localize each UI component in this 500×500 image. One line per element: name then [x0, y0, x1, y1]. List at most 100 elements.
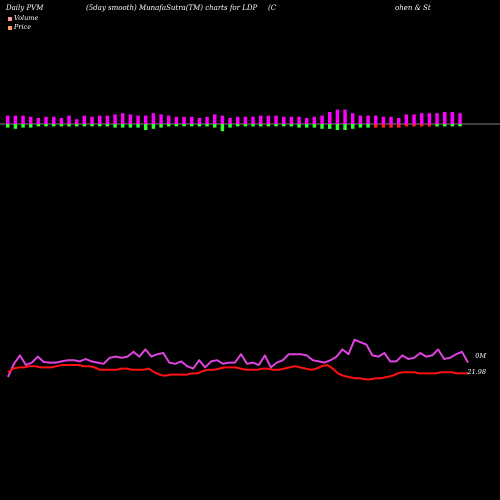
pvm-bar-up: [320, 115, 324, 124]
pvm-bar-down: [397, 124, 401, 128]
pvm-bar-up: [44, 116, 48, 124]
pvm-bar-down: [458, 124, 462, 127]
pvm-bar-down: [98, 124, 102, 127]
chart-header-left: Daily PVM: [6, 4, 44, 12]
pvm-bar-up: [366, 115, 370, 124]
pvm-bar-up: [443, 112, 447, 124]
pvm-bar-up: [144, 115, 148, 124]
pvm-bar-down: [136, 124, 140, 128]
pvm-bar-down: [151, 124, 156, 129]
pvm-bar-up: [305, 118, 309, 124]
pvm-bar-up: [259, 115, 263, 124]
pvm-bar-down: [443, 124, 447, 127]
pvm-bar-up: [197, 118, 202, 124]
legend-entry-price: Price: [8, 23, 38, 32]
pvm-bar-up: [6, 115, 10, 124]
pvm-bar-up: [174, 116, 179, 124]
pvm-bar-down: [358, 124, 363, 128]
pvm-bar-down: [328, 124, 332, 129]
pvm-bar-down: [105, 124, 110, 127]
pvm-bar-down: [282, 124, 286, 127]
pvm-bar-down: [412, 124, 416, 127]
pvm-bar-down: [167, 124, 171, 127]
pvm-bar-down: [36, 124, 41, 127]
pvm-bar-down: [427, 124, 432, 127]
pvm-bar-up: [136, 115, 140, 124]
pvm-bar-up: [21, 115, 25, 124]
pvm-bar-down: [259, 124, 263, 127]
pvm-bar-down: [82, 124, 87, 127]
pvm-bar-down: [159, 124, 163, 128]
pvm-bar-up: [151, 113, 156, 124]
pvm-bar-down: [420, 124, 424, 127]
pvm-bar-up: [328, 112, 332, 124]
pvm-bar-down: [374, 124, 378, 128]
pvm-bar-down: [144, 124, 148, 130]
pvm-bar-up: [435, 113, 439, 124]
pvm-bar-down: [220, 124, 225, 132]
pvm-bar-down: [90, 124, 94, 127]
pvm-bar-down: [351, 124, 355, 129]
pvm-bar-down: [236, 124, 240, 127]
pvm-bar-up: [82, 115, 87, 124]
pvm-bar-up: [389, 116, 393, 124]
pvm-bar-up: [190, 116, 194, 124]
pvm-bar-up: [67, 115, 71, 124]
legend-label-volume: Volume: [14, 14, 39, 22]
pvm-bar-up: [59, 118, 64, 124]
pvm-bar-down: [305, 124, 309, 128]
pvm-bar-up: [205, 116, 209, 124]
volume-line: [7, 338, 469, 378]
pvm-bar-up: [29, 116, 33, 124]
pvm-bar-down: [312, 124, 317, 128]
pvm-bar-up: [397, 118, 401, 124]
pvm-bar-down: [320, 124, 324, 129]
pvm-bar-up: [412, 114, 416, 124]
pvm-bar-down: [404, 124, 409, 127]
pvm-bar-down: [44, 124, 48, 127]
legend-swatch-volume: [8, 16, 12, 21]
pvm-bar-down: [335, 124, 340, 130]
pvm-bar-up: [274, 115, 278, 124]
pvm-bar-up: [458, 113, 462, 124]
pvm-bar-down: [289, 124, 294, 127]
pvm-bar-down: [343, 124, 347, 130]
chart-header-title: (5day smooth) MunafaSutra(TM) charts for…: [86, 4, 258, 12]
legend-swatch-price: [8, 25, 12, 30]
pvm-bar-down: [274, 124, 278, 127]
pvm-bar-down: [297, 124, 301, 128]
pvm-bar-down: [121, 124, 125, 128]
pvm-bar-up: [381, 116, 386, 124]
pvm-bar-up: [243, 116, 248, 124]
pvm-bar-up: [167, 115, 171, 124]
pvm-bar-down: [243, 124, 248, 127]
pvm-bar-down: [381, 124, 386, 128]
pvm-bar-up: [312, 116, 317, 124]
pvm-bar-up: [52, 116, 56, 124]
pvm-bar-up: [75, 119, 79, 124]
pvm-bar-down: [128, 124, 133, 128]
pvm-bar-up: [289, 116, 294, 124]
pvm-bar-up: [182, 116, 186, 124]
pvm-bar-up: [358, 115, 363, 124]
pvm-bar-up: [128, 114, 133, 124]
legend-entry-volume: Volume: [8, 14, 38, 23]
pvm-bar-up: [236, 116, 240, 124]
pvm-bar-down: [182, 124, 186, 127]
pvm-bar-up: [266, 115, 271, 124]
pvm-bar-up: [90, 116, 94, 124]
pvm-bar-down: [190, 124, 194, 127]
chart-header-right-b: ohen & St: [395, 4, 431, 12]
pvm-bar-down: [435, 124, 439, 127]
pvm-bar-up: [420, 113, 424, 124]
pvm-bar-down: [6, 124, 10, 128]
chart-header-right-a: (C: [268, 4, 277, 12]
price-value-label: 21.98: [467, 368, 486, 376]
pvm-bar-down: [13, 124, 18, 129]
pvm-bar-down: [29, 124, 33, 128]
pvm-bar-down: [113, 124, 117, 128]
pvm-bar-up: [297, 116, 301, 124]
pvm-bar-down: [21, 124, 25, 128]
pvm-bar-down: [213, 124, 217, 128]
